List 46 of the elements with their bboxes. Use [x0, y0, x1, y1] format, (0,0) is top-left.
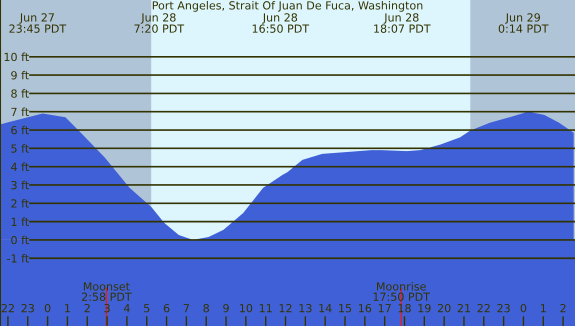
y-tick-label: 1 ft — [12, 217, 29, 226]
annotation: Jun 27 23:45 PDT — [9, 13, 66, 33]
y-tick-label: 5 ft — [11, 144, 29, 153]
x-tick-label: 2 — [560, 304, 566, 312]
x-tick-label: 11 — [260, 304, 272, 312]
x-tick-label: 12 — [280, 304, 292, 312]
x-tick-label: 19 — [418, 304, 431, 312]
x-tick-label: 6 — [164, 304, 170, 312]
y-tick-label: 8 ft — [11, 89, 29, 98]
chart-title: Port Angeles, Strait Of Juan De Fuca, Washington — [152, 0, 422, 12]
y-tick-label: 3 ft — [11, 180, 29, 190]
x-tick-label: 7 — [184, 304, 189, 312]
x-tick-label: 21 — [458, 304, 470, 312]
x-tick-label: 17 — [378, 304, 391, 312]
y-tick-label: -1 ft — [7, 254, 29, 262]
annotation: Jun 29 0:14 PDT — [498, 13, 549, 33]
x-tick-label: 16 — [358, 304, 372, 312]
x-tick-label: 2 — [84, 304, 90, 312]
x-tick-label: 4 — [124, 304, 130, 312]
x-tick-label: 15 — [339, 304, 352, 312]
annotation: Jun 28 7:20 PDT — [134, 13, 184, 33]
x-tick-label: 13 — [299, 304, 312, 312]
y-tick-label: 10 ft — [4, 52, 29, 62]
annotation: Jun 28 18:07 PDT — [374, 13, 431, 33]
x-tick-label: 1 — [540, 304, 546, 312]
y-tick-label: 4 ft — [11, 162, 29, 171]
y-tick-label: 2 ft — [11, 199, 29, 208]
x-tick-label: 23 — [22, 304, 34, 312]
x-tick-label: 0 — [520, 304, 526, 312]
x-tick-label: 8 — [203, 304, 209, 312]
x-tick-label: 23 — [497, 304, 510, 312]
x-tick-label: 0 — [44, 304, 50, 312]
y-tick-label: 9 ft — [11, 70, 29, 80]
y-tick-label: 7 ft — [11, 108, 29, 116]
ref-line-label: Moonset 2:58 PDT — [82, 282, 132, 301]
x-tick-label: 10 — [240, 304, 252, 312]
x-tick-label: 1 — [65, 304, 70, 312]
y-tick-label: 6 ft — [11, 126, 29, 134]
x-tick-label: 14 — [319, 304, 332, 312]
x-tick-label: 22 — [2, 304, 14, 312]
x-tick-label: 5 — [144, 304, 150, 312]
y-tick-label: 0 ft — [11, 236, 29, 244]
annotation: Jun 28 16:50 PDT — [252, 13, 310, 33]
x-tick-label: 22 — [478, 304, 490, 312]
x-tick-label: 9 — [223, 304, 229, 312]
x-tick-label: 20 — [438, 304, 450, 312]
